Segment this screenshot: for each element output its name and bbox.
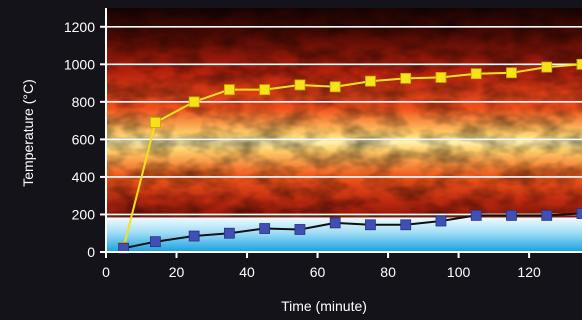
series-0-point-8 — [400, 72, 412, 84]
y-tick-label-400: 400 — [72, 169, 96, 185]
series-0-point-13 — [576, 58, 582, 70]
series-0-point-1 — [149, 117, 161, 128]
series-1-point-13 — [576, 208, 582, 219]
x-tick-label-60: 60 — [310, 264, 326, 280]
series-1-point-10 — [470, 209, 482, 221]
x-tick-label-120: 120 — [517, 264, 541, 280]
series-1-point-12 — [541, 209, 553, 221]
series-layer — [118, 58, 582, 254]
gridlines — [106, 25, 582, 216]
series-0-point-4 — [259, 84, 271, 96]
x-tick-label-80: 80 — [380, 264, 396, 280]
series-0-line — [122, 63, 582, 248]
series-1-point-5 — [294, 224, 306, 235]
series-1-point-7 — [365, 219, 376, 231]
series-1-point-3 — [224, 227, 235, 239]
series-1-line — [123, 212, 582, 250]
series-0-point-9 — [435, 72, 447, 83]
series-1-point-2 — [188, 230, 200, 242]
series-0-point-6 — [329, 81, 341, 93]
y-tick-label-1000: 1000 — [64, 56, 95, 72]
series-0-point-10 — [470, 68, 482, 80]
series-1-point-0 — [118, 242, 130, 254]
series-0-point-2 — [188, 96, 200, 108]
y-tick-label-1200: 1200 — [64, 19, 95, 35]
fire-texture — [106, 8, 582, 218]
series-1-point-6 — [329, 217, 341, 229]
series-1-point-1 — [149, 236, 161, 248]
series-1-point-9 — [435, 215, 447, 227]
series-0-point-12 — [541, 61, 553, 73]
x-tick-label-40: 40 — [239, 264, 255, 280]
y-tick-label-800: 800 — [72, 94, 96, 110]
x-tick-label-20: 20 — [169, 264, 185, 280]
series-0-point-11 — [506, 67, 517, 79]
series-1-point-11 — [506, 209, 517, 221]
y-axis-title: Temperature (°C) — [20, 79, 36, 187]
series-0-point-5 — [294, 79, 306, 91]
x-tick-label-0: 0 — [102, 264, 110, 280]
series-1-point-4 — [259, 223, 271, 234]
y-tick-label-600: 600 — [72, 131, 96, 147]
series-0-point-7 — [365, 75, 376, 87]
series-0-point-3 — [224, 84, 235, 96]
axes: 0 200 400 600 800 1000 1200 0 20 40 60 80 100 120 — [64, 8, 582, 280]
series-1-point-8 — [400, 219, 412, 231]
y-tick-label-0: 0 — [87, 244, 95, 260]
x-axis-title: Time (minute) — [281, 298, 367, 314]
y-tick-label-200: 200 — [72, 206, 96, 222]
x-tick-label-100: 100 — [447, 264, 471, 280]
